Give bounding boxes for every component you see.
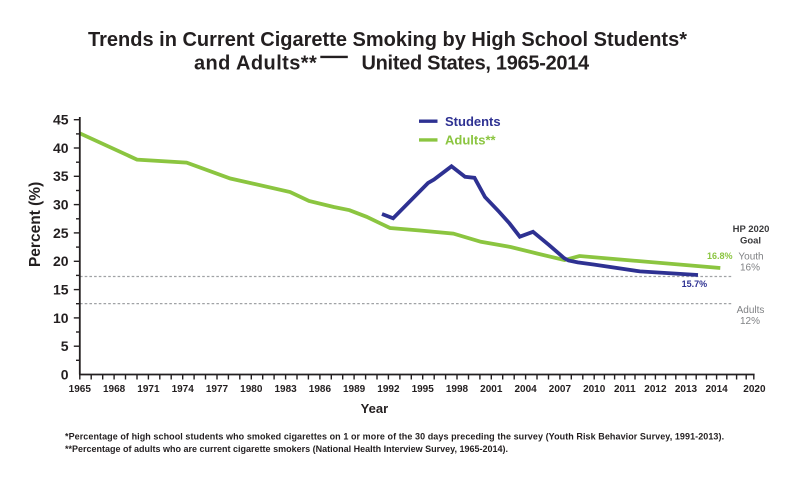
svg-text:HP 2020: HP 2020 (733, 224, 770, 235)
svg-text:16%: 16% (740, 263, 760, 274)
svg-text:*Percentage of high school stu: *Percentage of high school students who … (65, 432, 724, 442)
svg-text:45: 45 (53, 112, 69, 128)
svg-text:40: 40 (53, 140, 69, 156)
svg-text:12%: 12% (740, 316, 760, 327)
svg-text:2012: 2012 (644, 384, 667, 395)
svg-text:Goal: Goal (740, 236, 761, 247)
svg-text:2004: 2004 (514, 384, 537, 395)
svg-text:1983: 1983 (274, 384, 297, 395)
svg-text:1980: 1980 (240, 384, 263, 395)
svg-text:Adults: Adults (737, 305, 765, 316)
svg-text:1968: 1968 (103, 384, 126, 395)
svg-text:1998: 1998 (446, 384, 469, 395)
svg-text:15: 15 (53, 282, 69, 298)
svg-text:Students: Students (445, 114, 501, 129)
svg-text:Year: Year (361, 401, 388, 416)
svg-text:1995: 1995 (412, 384, 435, 395)
svg-text:15.7%: 15.7% (682, 279, 708, 289)
svg-text:2013: 2013 (675, 384, 698, 395)
svg-text:20: 20 (53, 253, 69, 269)
svg-text:2014: 2014 (705, 384, 728, 395)
svg-text:10: 10 (53, 310, 69, 326)
svg-text:1977: 1977 (206, 384, 229, 395)
svg-text:Trends in Current Cigarette Sm: Trends in Current Cigarette Smoking by H… (88, 29, 687, 51)
svg-text:2020: 2020 (743, 384, 766, 395)
svg-text:1965: 1965 (69, 384, 92, 395)
svg-text:30: 30 (53, 197, 69, 213)
svg-text:35: 35 (53, 168, 69, 184)
svg-text:2010: 2010 (583, 384, 606, 395)
svg-text:United States, 1965-2014: United States, 1965-2014 (362, 53, 591, 75)
svg-text:2011: 2011 (614, 384, 636, 395)
svg-text:1971: 1971 (137, 384, 160, 395)
svg-text:**Percentage of adults who are: **Percentage of adults who are current c… (65, 444, 508, 454)
svg-text:Youth: Youth (738, 252, 763, 263)
svg-text:and Adults**: and Adults** (194, 53, 317, 75)
svg-text:0: 0 (61, 366, 69, 382)
svg-text:Percent (%): Percent (%) (27, 182, 44, 267)
svg-text:1992: 1992 (377, 384, 400, 395)
svg-text:1986: 1986 (309, 384, 332, 395)
svg-text:1974: 1974 (172, 384, 195, 395)
svg-text:1989: 1989 (343, 384, 366, 395)
svg-text:16.8%: 16.8% (707, 251, 733, 261)
svg-text:Adults**: Adults** (445, 133, 497, 148)
svg-text:25: 25 (53, 225, 69, 241)
svg-text:2007: 2007 (549, 384, 572, 395)
svg-text:2001: 2001 (480, 384, 503, 395)
svg-text:5: 5 (61, 338, 69, 354)
